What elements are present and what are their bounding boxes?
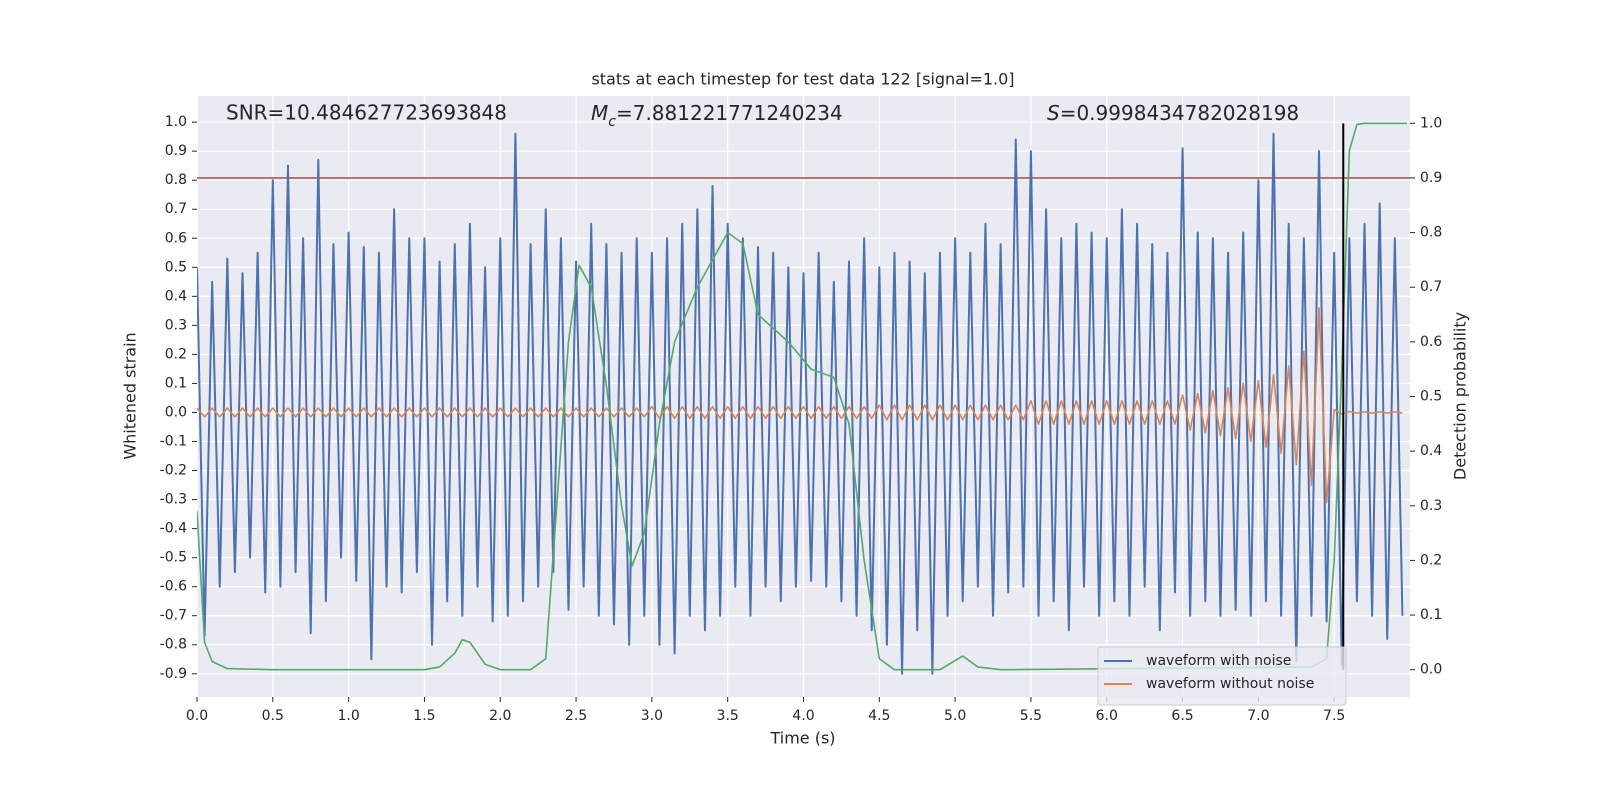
- legend-label: waveform with noise: [1146, 653, 1291, 669]
- annotation-text: =0.9998434782028198: [1060, 101, 1299, 125]
- y-tick-label: 0.3: [165, 317, 187, 333]
- x-tick-label: 7.5: [1323, 708, 1345, 724]
- y2-tick-label: 0.2: [1420, 552, 1442, 568]
- x-tick-label: 1.5: [413, 708, 435, 724]
- y-tick-label: 1.0: [165, 114, 187, 130]
- y2-tick-label: 0.5: [1420, 389, 1442, 405]
- x-tick-label: 4.0: [792, 708, 814, 724]
- x-tick-label: 0.5: [262, 708, 284, 724]
- x-tick-label: 6.5: [1171, 708, 1193, 724]
- x-tick-label: 5.5: [1020, 708, 1042, 724]
- x-tick-label: 0.0: [186, 708, 208, 724]
- y2-tick-label: 0.9: [1420, 170, 1442, 186]
- x-axis-label: Time (s): [769, 729, 835, 748]
- y-tick-label: -0.1: [160, 434, 187, 450]
- y2-tick-label: 1.0: [1420, 115, 1442, 131]
- x-tick-label: 3.5: [717, 708, 739, 724]
- legend: waveform with noise waveform without nois…: [1097, 646, 1347, 706]
- y-tick-label: -0.2: [160, 463, 187, 479]
- x-tick-label: 4.5: [868, 708, 890, 724]
- y-tick-label: 0.4: [165, 288, 187, 304]
- y-tick-label: -0.3: [160, 492, 187, 508]
- y-tick-label: 0.2: [165, 346, 187, 362]
- x-tick-label: 7.0: [1247, 708, 1269, 724]
- annotation: Mc=7.881221771240234: [591, 101, 843, 131]
- x-tick-label: 3.0: [641, 708, 663, 724]
- y2-tick-label: 0.3: [1420, 498, 1442, 514]
- y-tick-label: -0.7: [160, 608, 187, 624]
- x-tick-label: 2.0: [489, 708, 511, 724]
- y-tick-label: -0.4: [160, 521, 187, 537]
- y-tick-label: 0.8: [165, 172, 187, 188]
- x-tick-label: 6.0: [1096, 708, 1118, 724]
- y-tick-label: 0.5: [165, 259, 187, 275]
- y-axis-label: Whitened strain: [121, 332, 140, 459]
- annotation: SNR=10.484627723693848: [226, 101, 507, 125]
- y-tick-label: -0.8: [160, 637, 187, 653]
- y2-tick-label: 0.8: [1420, 225, 1442, 241]
- y-tick-label: -0.9: [160, 666, 187, 682]
- annotation-text: =7.881221771240234: [616, 101, 843, 125]
- annotation: S=0.9998434782028198: [1047, 101, 1299, 125]
- y2-axis-label: Detection probability: [1451, 312, 1470, 480]
- grid: [196, 96, 1410, 697]
- y-tick-label: 0.9: [165, 143, 187, 159]
- y-tick-label: 0.1: [165, 375, 187, 391]
- x-tick-label: 2.5: [565, 708, 587, 724]
- legend-box: [1097, 646, 1347, 706]
- x-tick-label: 5.0: [944, 708, 966, 724]
- y-tick-label: 0.6: [165, 230, 187, 246]
- series-line: [197, 307, 1403, 504]
- y2-tick-label: 0.6: [1420, 334, 1442, 350]
- y2-tick-label: 0.4: [1420, 443, 1442, 459]
- annotation-symbol: S: [1047, 101, 1060, 125]
- axes: 0.0 0.5 1.0 1.5 2.0 2.5 3.0 3.5 4.0 4.5 5.0 5.5 6.0 6…: [160, 114, 1443, 724]
- annotation-symbol: M: [591, 101, 608, 125]
- legend-label: waveform without noise: [1146, 676, 1314, 692]
- y-tick-label: 0.7: [165, 201, 187, 217]
- y-tick-label: -0.5: [160, 550, 187, 566]
- y-tick-label: 0.0: [165, 404, 187, 420]
- y2-tick-label: 0.7: [1420, 279, 1442, 295]
- y2-tick-label: 0.1: [1420, 607, 1442, 623]
- x-tick-label: 1.0: [337, 708, 359, 724]
- y-tick-label: -0.6: [160, 579, 187, 595]
- chart-title: stats at each timestep for test data 122…: [591, 70, 1014, 89]
- y2-tick-label: 0.0: [1420, 662, 1442, 678]
- annotation-subscript: c: [608, 114, 616, 130]
